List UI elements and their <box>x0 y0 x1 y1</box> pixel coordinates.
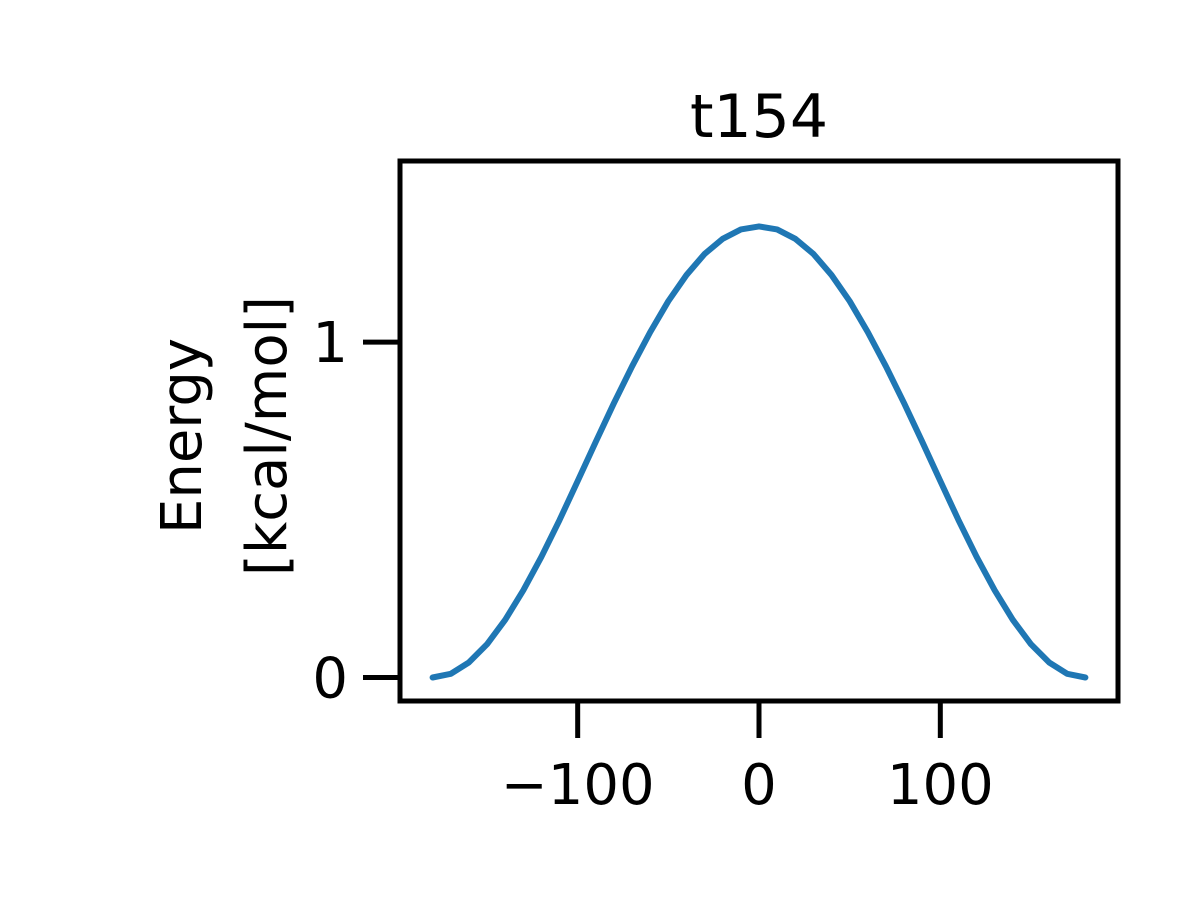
x-tick-label: 100 <box>887 753 994 818</box>
y-tick-label: 1 <box>312 311 348 376</box>
chart-title: t154 <box>690 82 828 152</box>
axis-ticks: −100 0 100 0 1 <box>312 311 993 818</box>
x-tick-label: 0 <box>741 753 777 818</box>
x-tick-label: −100 <box>501 753 655 818</box>
plot-frame <box>397 158 1121 704</box>
y-axis-label-line2: [kcal/mol] <box>235 296 300 576</box>
y-axis-label-line1: Energy <box>150 338 215 534</box>
plot-area <box>429 223 1089 681</box>
y-tick-label: 0 <box>312 647 348 712</box>
series-line <box>429 223 1089 681</box>
